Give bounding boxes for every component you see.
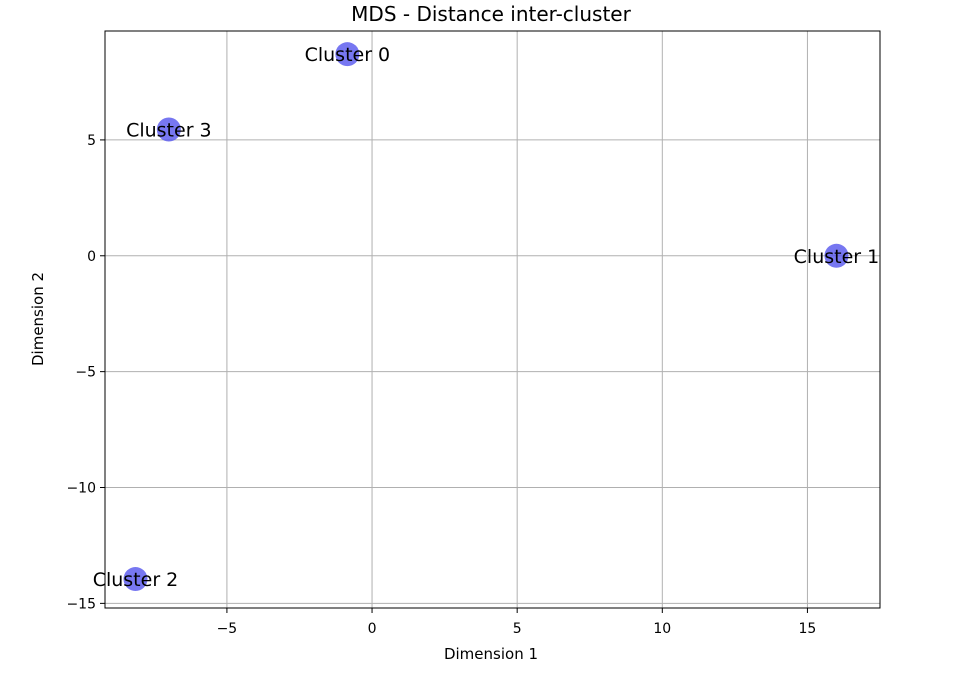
x-tick-label: 0 bbox=[368, 621, 377, 637]
y-tick-label: −15 bbox=[66, 596, 96, 612]
point-label: Cluster 3 bbox=[126, 119, 212, 141]
point-label: Cluster 2 bbox=[93, 569, 179, 591]
chart-title: MDS - Distance inter-cluster bbox=[351, 2, 631, 26]
axis-ticks: −5 0 5 10 15 −15 −10 −5 0 5 bbox=[66, 133, 816, 637]
data-points bbox=[123, 42, 849, 592]
scatter-point bbox=[156, 117, 181, 142]
scatter-point bbox=[335, 42, 360, 67]
x-tick-label: −5 bbox=[217, 621, 238, 637]
point-label: Cluster 0 bbox=[305, 44, 391, 66]
plot-frame bbox=[104, 30, 881, 609]
x-axis-label: Dimension 1 bbox=[444, 645, 538, 663]
y-tick-label: 5 bbox=[87, 133, 96, 149]
point-label: Cluster 1 bbox=[794, 246, 880, 268]
x-tick-label: 10 bbox=[653, 621, 671, 637]
x-tick-label: 15 bbox=[799, 621, 817, 637]
point-labels: Cluster 0 Cluster 1 Cluster 2 Cluster 3 bbox=[93, 44, 880, 591]
x-tick-label: 5 bbox=[513, 621, 522, 637]
y-tick-label: −10 bbox=[66, 481, 96, 497]
grid bbox=[105, 31, 880, 608]
scatter-point bbox=[123, 567, 148, 592]
y-axis-label: Dimension 2 bbox=[29, 272, 47, 366]
y-tick-label: −5 bbox=[75, 365, 96, 381]
scatter-point bbox=[824, 243, 849, 268]
y-tick-label: 0 bbox=[87, 249, 96, 265]
